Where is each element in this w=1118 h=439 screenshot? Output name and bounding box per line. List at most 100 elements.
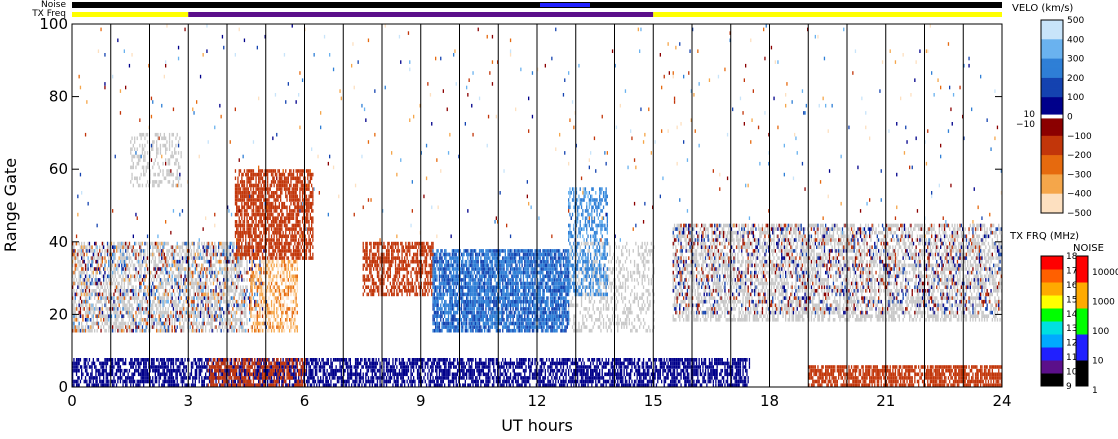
data-cell-4937 — [923, 227, 925, 231]
data-cell-2868 — [743, 270, 745, 275]
data-cell-1352 — [199, 299, 202, 304]
data-cell-4750 — [907, 227, 909, 231]
data-cell-3626 — [808, 267, 810, 271]
data-cell-3192 — [772, 292, 774, 297]
data-cell-3315 — [782, 234, 784, 239]
data-cell-3681 — [813, 303, 815, 308]
data-cell-147 — [86, 321, 88, 326]
data-cell-846 — [152, 303, 154, 308]
data-cell-3204 — [772, 223, 774, 228]
data-cell-3033 — [759, 296, 761, 300]
data-cell-3251 — [777, 314, 779, 318]
data-cell-3051 — [760, 270, 762, 275]
data-cell-4584 — [893, 310, 895, 315]
data-cell-4901 — [920, 223, 922, 228]
data-cell-4826 — [915, 278, 917, 282]
data-cell-3228 — [774, 281, 776, 286]
data-cell-3620 — [808, 310, 810, 315]
data-cell-1355 — [199, 281, 202, 286]
data-cell-3909 — [832, 238, 835, 242]
data-cell-4639 — [897, 259, 899, 264]
data-cell-3823 — [825, 310, 827, 315]
data-cell-2233 — [686, 241, 689, 246]
data-cell-4537 — [889, 289, 891, 293]
data-cell-841 — [150, 241, 153, 246]
data-cell-4635 — [897, 289, 899, 293]
data-cell-459 — [117, 314, 119, 318]
data-cell-1560 — [219, 299, 221, 304]
data-cell-690 — [136, 249, 138, 253]
data-cell-3418 — [791, 299, 793, 304]
data-cell-3435 — [792, 267, 795, 271]
data-cell-885 — [156, 310, 158, 315]
data-cell-2302 — [693, 259, 695, 264]
data-cell-2485 — [710, 307, 712, 311]
data-cell-4697 — [902, 223, 904, 228]
data-cell-2179 — [683, 318, 685, 322]
data-cell-2171 — [681, 267, 683, 271]
data-cell-1951 — [153, 161, 155, 166]
data-cell-3338 — [785, 303, 787, 308]
data-cell-1466 — [210, 314, 212, 318]
data-cell-4535 — [889, 296, 891, 300]
data-cell-2456 — [707, 307, 709, 311]
data-cell-419 — [113, 267, 115, 271]
data-cell-3782 — [821, 263, 823, 268]
data-cell-1265 — [192, 321, 194, 326]
data-cell-1060 — [171, 299, 173, 304]
data-cell-433 — [114, 303, 116, 308]
data-cell-2064 — [672, 281, 674, 286]
data-cell-2213 — [685, 267, 687, 271]
data-cell-620 — [130, 321, 132, 326]
data-cell-2811 — [738, 227, 740, 231]
data-cell-3139 — [768, 310, 770, 315]
data-cell-825 — [149, 274, 151, 279]
data-cell-1718 — [233, 241, 235, 246]
data-cell-2651 — [724, 303, 726, 308]
data-cell-1653 — [228, 292, 230, 297]
data-cell-3168 — [769, 230, 771, 235]
data-cell-4647 — [898, 314, 900, 318]
data-cell-4351 — [871, 281, 873, 286]
data-cell-3949 — [836, 278, 838, 282]
data-cell-1225 — [187, 241, 189, 246]
data-cell-16 — [73, 318, 75, 322]
data-cell-1571 — [220, 292, 222, 297]
data-cell-1323 — [197, 289, 199, 293]
data-cell-3412 — [790, 223, 792, 228]
data-cell-66 — [78, 299, 80, 304]
data-cell-2773 — [734, 230, 736, 235]
data-cell-2628 — [721, 263, 723, 268]
data-cell-204 — [91, 321, 93, 326]
data-cell-4620 — [896, 285, 898, 289]
data-cell-1590 — [223, 328, 225, 333]
data-cell-4474 — [884, 296, 886, 300]
data-cell-3057 — [760, 227, 762, 231]
data-cell-985 — [163, 259, 165, 264]
data-cell-3128 — [766, 289, 769, 293]
data-cell-1208 — [185, 249, 187, 253]
data-cell-4516 — [888, 314, 890, 318]
data-cell-229 — [92, 249, 94, 253]
data-cell-1163 — [181, 318, 184, 322]
data-cell-4534 — [889, 299, 891, 304]
data-cell-1091 — [174, 274, 176, 279]
data-cell-3866 — [828, 314, 831, 318]
data-cell-765 — [144, 307, 146, 311]
data-cell-3646 — [809, 234, 811, 239]
data-cell-1990 — [163, 136, 165, 141]
data-cell-1266 — [192, 310, 194, 315]
data-cell-150 — [86, 310, 88, 315]
data-cell-4201 — [857, 230, 859, 235]
data-cell-2316 — [694, 256, 696, 260]
data-cell-4652 — [898, 289, 900, 293]
data-cell-3651 — [810, 299, 813, 304]
data-cell-3380 — [787, 249, 789, 253]
data-cell-240 — [94, 256, 96, 260]
data-cell-2587 — [717, 263, 720, 268]
data-cell-75 — [78, 241, 80, 246]
data-cell-2464 — [707, 245, 709, 249]
data-cell-2850 — [742, 270, 744, 275]
data-cell-98 — [81, 289, 83, 293]
data-cell-1927 — [146, 165, 149, 170]
